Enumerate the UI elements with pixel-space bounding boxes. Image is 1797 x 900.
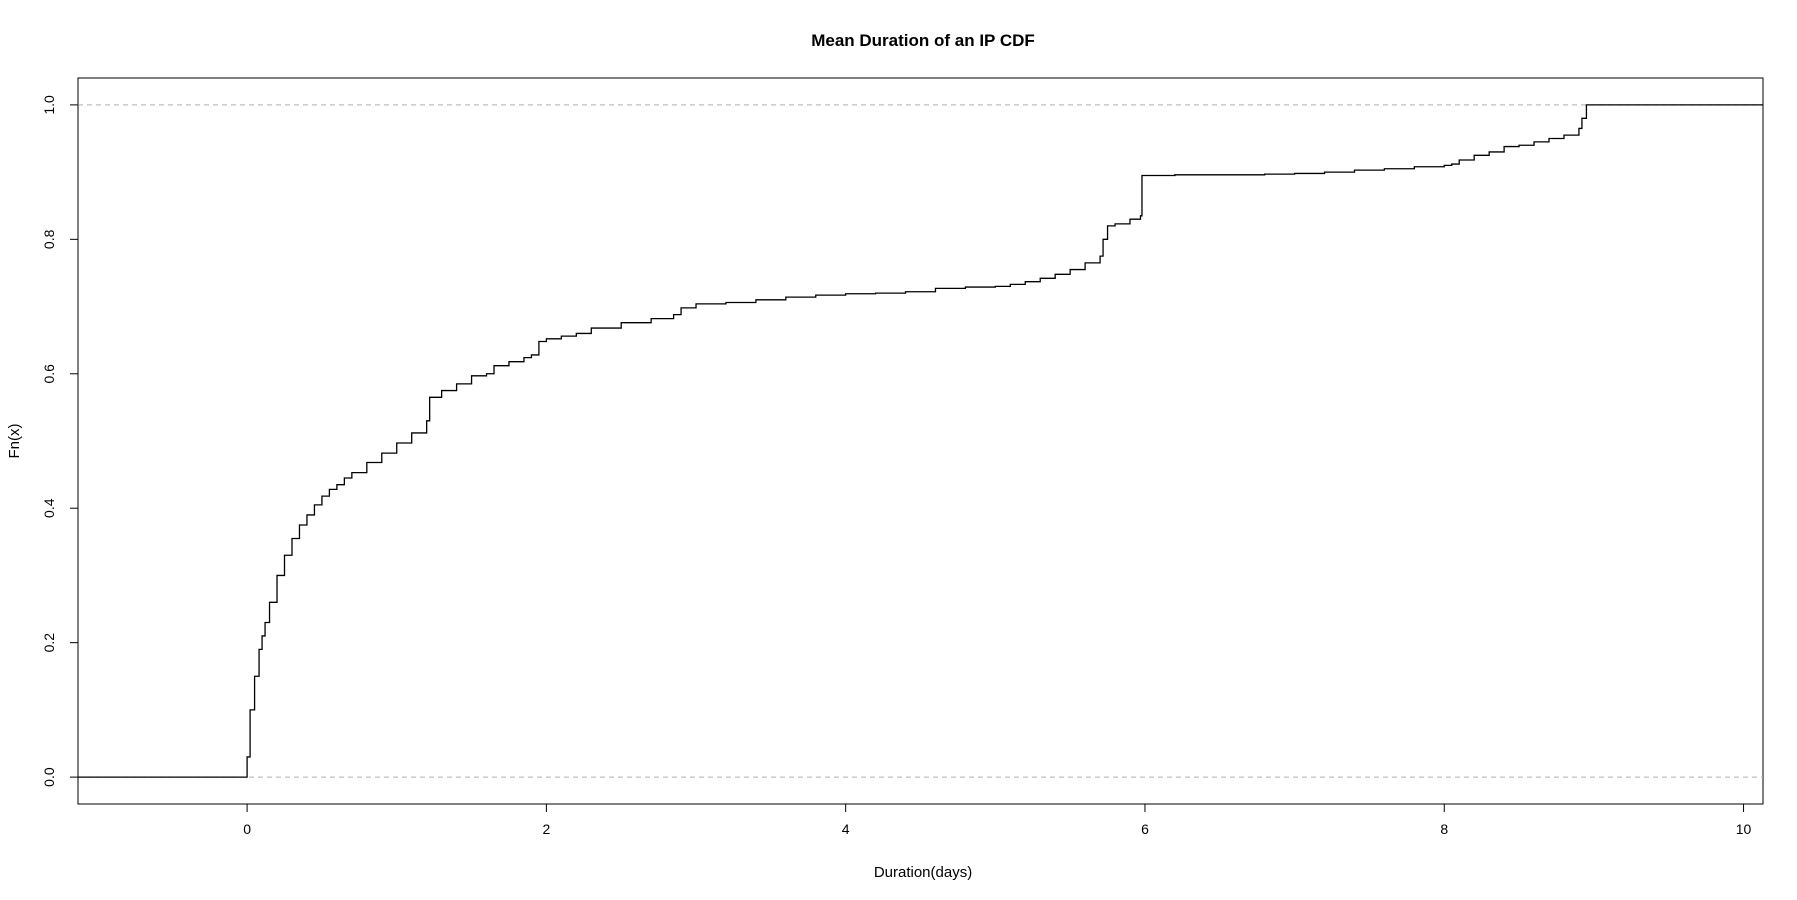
y-axis: 0.0 0.2 0.4 0.6 0.8 1.0 bbox=[41, 95, 79, 787]
x-tick-label: 2 bbox=[542, 821, 550, 837]
x-tick-label: 8 bbox=[1440, 821, 1448, 837]
y-tick-label: 0.4 bbox=[41, 498, 57, 518]
chart-title: Mean Duration of an IP CDF bbox=[811, 31, 1035, 50]
x-axis: 0 2 4 6 8 10 bbox=[243, 803, 1752, 837]
y-tick-label: 0.6 bbox=[41, 364, 57, 384]
x-axis-label: Duration(days) bbox=[874, 864, 972, 881]
plot-frame bbox=[77, 77, 1764, 805]
y-tick-label: 0.8 bbox=[41, 229, 57, 249]
x-tick-label: 4 bbox=[842, 821, 850, 837]
cdf-series-line bbox=[78, 104, 1763, 778]
y-axis-label: Fn(x) bbox=[6, 424, 23, 459]
x-tick-label: 6 bbox=[1141, 821, 1149, 837]
x-tick-label: 10 bbox=[1736, 821, 1752, 837]
y-tick-label: 0.2 bbox=[41, 633, 57, 653]
x-tick-label: 0 bbox=[243, 821, 251, 837]
y-tick-label: 0.0 bbox=[41, 767, 57, 787]
y-tick-label: 1.0 bbox=[41, 95, 57, 115]
reference-lines bbox=[78, 104, 1763, 778]
